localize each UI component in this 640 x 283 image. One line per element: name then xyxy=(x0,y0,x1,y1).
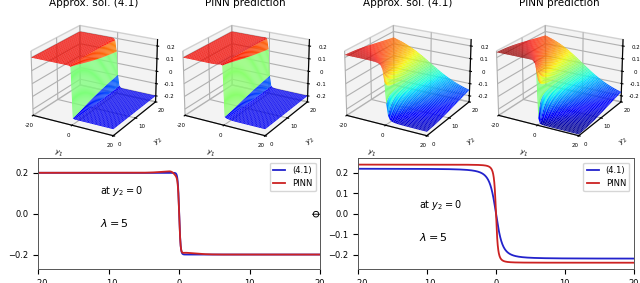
(4.1) xyxy=(630,257,637,260)
PINN xyxy=(369,163,376,166)
(4.1) xyxy=(572,257,579,260)
PINN xyxy=(488,169,496,172)
PINN xyxy=(49,171,56,175)
(4.1) xyxy=(369,167,376,170)
X-axis label: $y_1$: $y_1$ xyxy=(518,148,529,159)
Line: PINN: PINN xyxy=(358,165,634,263)
(4.1) xyxy=(164,171,172,175)
X-axis label: $y_1$: $y_1$ xyxy=(366,148,377,159)
(4.1) xyxy=(49,171,56,175)
(4.1) xyxy=(257,253,264,256)
Text: $\lambda = 5$: $\lambda = 5$ xyxy=(419,231,447,243)
Y-axis label: $y_2$: $y_2$ xyxy=(304,135,317,148)
(4.1) xyxy=(308,253,316,256)
PINN xyxy=(621,261,629,264)
Y-axis label: $\Phi$: $\Phi$ xyxy=(311,209,323,218)
(4.1) xyxy=(172,171,179,175)
PINN xyxy=(630,261,637,264)
X-axis label: $y_1$: $y_1$ xyxy=(52,148,63,159)
Line: PINN: PINN xyxy=(38,171,320,254)
Legend: (4.1), PINN: (4.1), PINN xyxy=(269,163,316,192)
PINN xyxy=(172,174,179,177)
Text: $\lambda = 5$: $\lambda = 5$ xyxy=(100,217,129,229)
(4.1) xyxy=(488,190,496,194)
Title: Approx. sol. (4.1): Approx. sol. (4.1) xyxy=(363,0,452,8)
PINN xyxy=(257,253,264,256)
PINN xyxy=(572,261,579,264)
PINN xyxy=(165,170,173,173)
(4.1) xyxy=(622,257,630,260)
(4.1) xyxy=(355,167,362,170)
Text: at $y_2 = 0$: at $y_2 = 0$ xyxy=(100,184,143,198)
PINN xyxy=(316,253,324,256)
PINN xyxy=(308,253,316,256)
Title: Approx. sol. (4.1): Approx. sol. (4.1) xyxy=(49,0,138,8)
PINN xyxy=(355,163,362,166)
Y-axis label: $y_2$: $y_2$ xyxy=(152,135,164,148)
PINN xyxy=(481,164,489,167)
Title: PINN prediction: PINN prediction xyxy=(519,0,600,8)
(4.1) xyxy=(621,257,629,260)
(4.1) xyxy=(481,174,489,177)
PINN xyxy=(622,261,630,264)
(4.1) xyxy=(35,171,42,175)
PINN xyxy=(35,171,42,175)
(4.1) xyxy=(308,253,316,256)
Line: (4.1): (4.1) xyxy=(358,169,634,259)
Y-axis label: $y_2$: $y_2$ xyxy=(465,135,478,148)
X-axis label: $y_1$: $y_1$ xyxy=(205,148,216,159)
Y-axis label: $\Omega$: $\Omega$ xyxy=(0,209,3,218)
Title: PINN prediction: PINN prediction xyxy=(205,0,286,8)
Legend: (4.1), PINN: (4.1), PINN xyxy=(583,163,629,192)
(4.1) xyxy=(202,253,210,256)
Text: at $y_2 = 0$: at $y_2 = 0$ xyxy=(419,198,461,212)
Y-axis label: $y_2$: $y_2$ xyxy=(618,135,630,148)
PINN xyxy=(164,170,172,173)
PINN xyxy=(292,253,300,256)
Line: (4.1): (4.1) xyxy=(38,173,320,254)
(4.1) xyxy=(316,253,324,256)
PINN xyxy=(308,253,316,256)
